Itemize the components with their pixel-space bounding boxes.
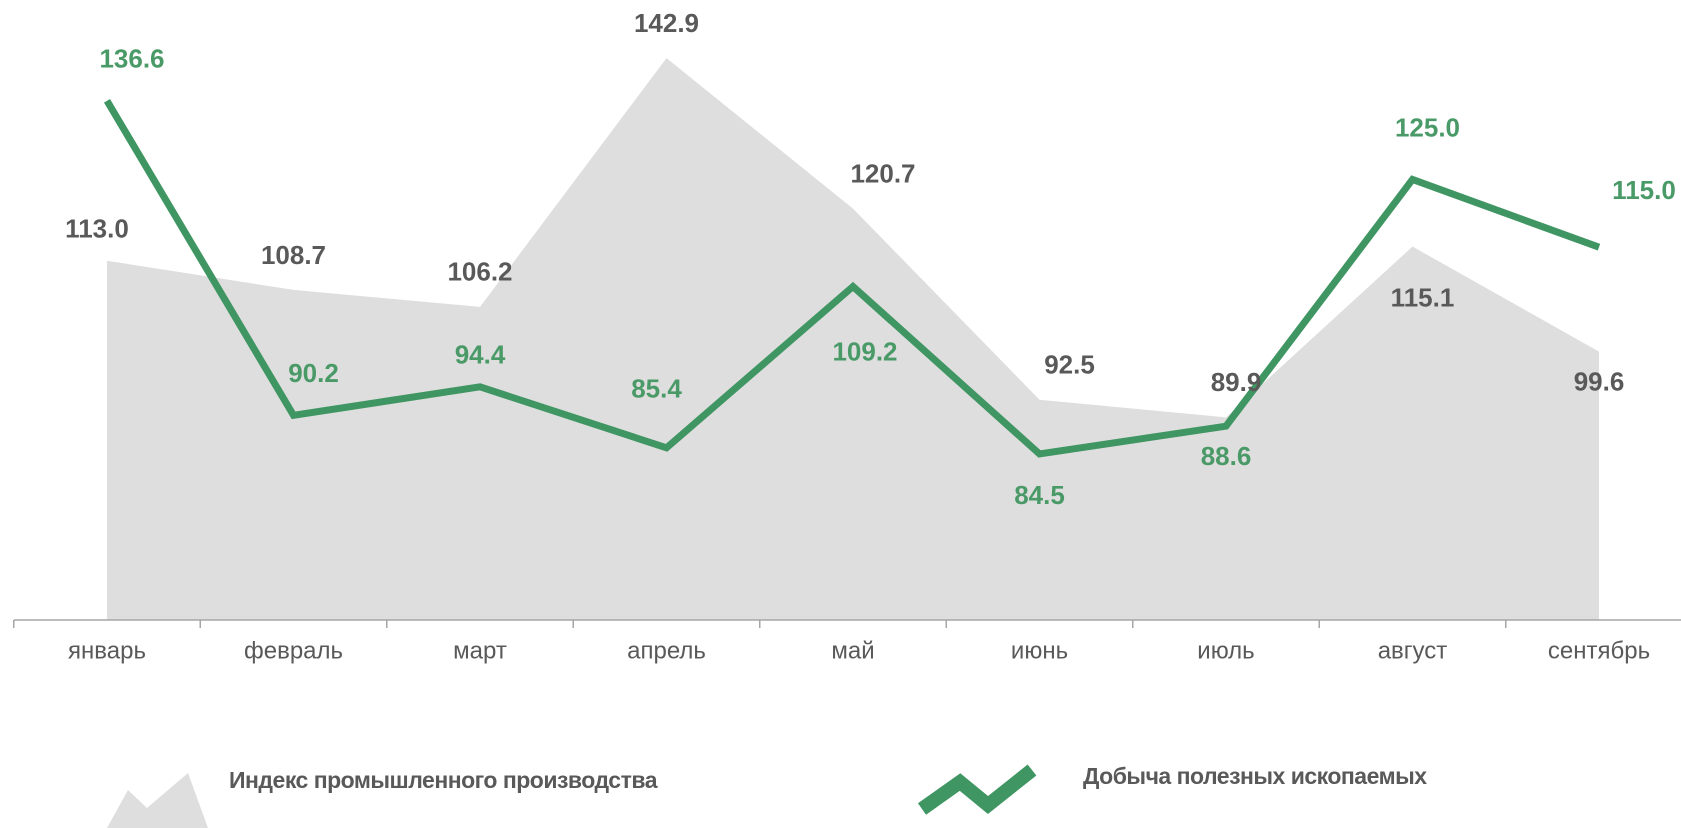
- value-label: 115.1: [1391, 282, 1455, 312]
- value-label: 115.0: [1612, 175, 1676, 205]
- legend-line-icon: [917, 764, 1037, 815]
- legend-label: Индекс промышленного производства: [229, 767, 658, 793]
- value-label: 90.2: [288, 358, 339, 388]
- x-tick-label: май: [831, 637, 874, 664]
- value-label: 109.2: [832, 336, 897, 366]
- value-label: 106.2: [447, 257, 512, 287]
- value-label: 125.0: [1395, 112, 1460, 142]
- x-tick-label: март: [453, 637, 507, 664]
- x-tick-label: сентябрь: [1548, 637, 1650, 664]
- legend-area-icon: [107, 773, 208, 828]
- value-label: 120.7: [850, 158, 915, 188]
- value-label: 92.5: [1044, 350, 1095, 380]
- legend-label: Добыча полезных ископаемых: [1083, 763, 1427, 789]
- x-tick-label: июль: [1197, 637, 1254, 664]
- value-label: 136.6: [99, 44, 164, 74]
- value-label: 108.7: [261, 240, 326, 270]
- value-label: 84.5: [1014, 480, 1065, 510]
- plot: январь февраль март апрель май июнь июль август…: [13, 8, 1681, 664]
- x-tick-label: апрель: [627, 637, 706, 664]
- value-label: 89.9: [1211, 367, 1262, 397]
- value-label: 113.0: [65, 214, 129, 244]
- line: [103, 99, 1601, 458]
- value-label: 99.6: [1574, 366, 1625, 396]
- area: [107, 58, 1599, 621]
- value-label: 94.4: [455, 340, 506, 370]
- x-tick-label: август: [1378, 637, 1448, 664]
- x-tick-label: февраль: [244, 637, 343, 664]
- x-tick-label: июнь: [1011, 637, 1068, 664]
- value-label: 142.9: [634, 8, 699, 38]
- x-tick-label: январь: [68, 637, 146, 664]
- value-label: 88.6: [1201, 441, 1252, 471]
- value-label: 85.4: [631, 374, 682, 404]
